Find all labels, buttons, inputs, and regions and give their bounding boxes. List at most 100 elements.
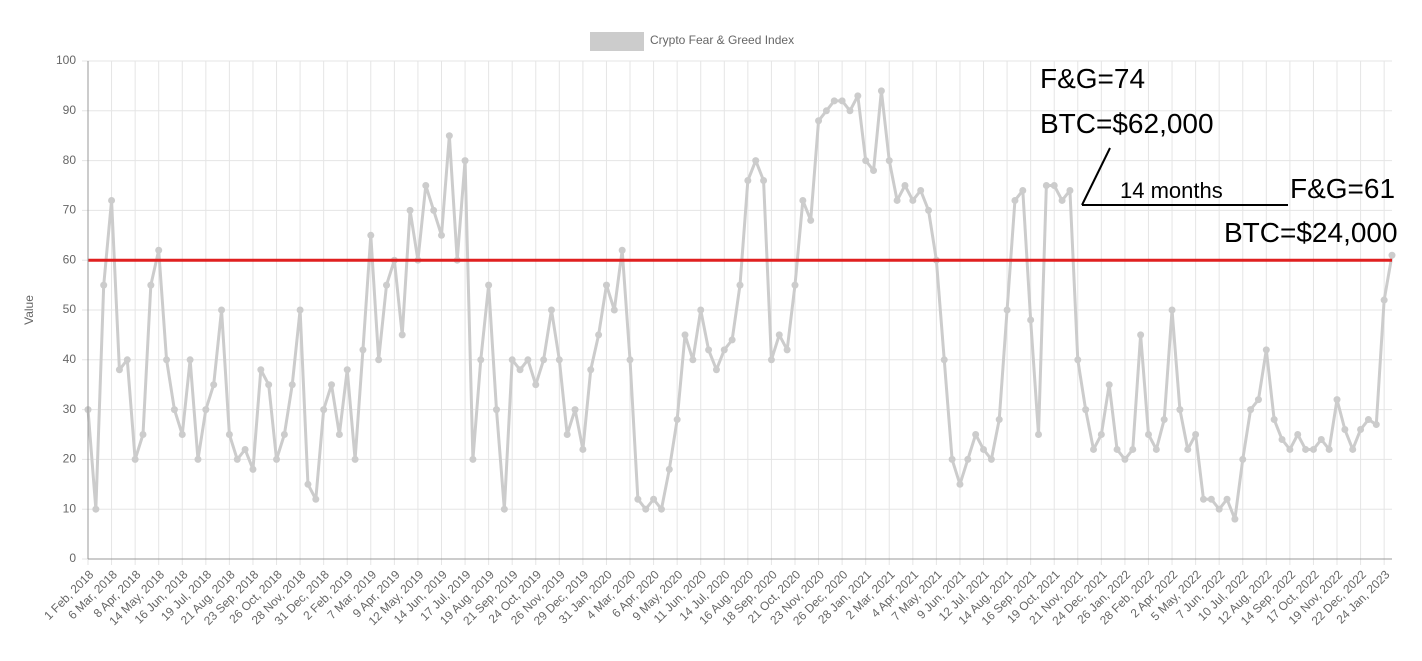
- point: [532, 381, 540, 389]
- point: [343, 366, 351, 374]
- point: [657, 505, 665, 513]
- annotation: F&G=61: [1290, 173, 1395, 204]
- point: [131, 455, 139, 463]
- point: [398, 331, 406, 339]
- point: [1168, 306, 1176, 314]
- point: [115, 366, 123, 374]
- point: [744, 177, 752, 185]
- point: [500, 505, 508, 513]
- point: [1333, 396, 1341, 404]
- point: [1105, 381, 1113, 389]
- point: [155, 246, 163, 254]
- point: [1019, 186, 1027, 194]
- point: [980, 445, 988, 453]
- point: [288, 381, 296, 389]
- series: [84, 87, 1396, 523]
- point: [712, 366, 720, 374]
- point: [202, 406, 210, 414]
- point: [422, 182, 430, 189]
- point: [147, 281, 155, 289]
- point: [265, 381, 273, 389]
- point: [328, 381, 336, 389]
- point: [893, 196, 901, 204]
- point: [320, 406, 328, 414]
- point: [108, 196, 116, 204]
- point: [477, 356, 485, 364]
- legend-label[interactable]: Crypto Fear & Greed Index: [650, 33, 794, 47]
- point: [163, 356, 171, 364]
- point: [987, 455, 995, 463]
- point: [1364, 416, 1372, 424]
- point: [838, 97, 846, 105]
- point: [563, 431, 571, 438]
- point: [1317, 435, 1325, 443]
- point: [1199, 495, 1207, 503]
- point: [100, 281, 108, 289]
- legend-swatch[interactable]: [590, 32, 644, 51]
- point: [854, 92, 862, 100]
- point: [1113, 445, 1121, 453]
- point: [218, 306, 226, 314]
- point: [760, 177, 768, 185]
- point: [547, 306, 555, 314]
- annotation: BTC=$24,000: [1224, 217, 1398, 248]
- y-tick-label: 60: [63, 252, 77, 266]
- point: [1144, 431, 1152, 438]
- point: [123, 356, 131, 364]
- point: [540, 356, 548, 364]
- point: [383, 281, 391, 289]
- point: [139, 431, 147, 438]
- point: [1262, 346, 1270, 354]
- point: [1050, 182, 1058, 189]
- point: [1066, 186, 1074, 194]
- point: [524, 356, 532, 364]
- point: [995, 416, 1003, 424]
- point: [367, 231, 375, 239]
- point: [351, 455, 359, 463]
- point: [807, 216, 815, 224]
- point: [705, 346, 713, 354]
- point: [1325, 445, 1333, 453]
- point: [579, 445, 587, 453]
- point: [1349, 445, 1357, 453]
- point: [1357, 426, 1365, 434]
- y-tick-label: 90: [63, 103, 77, 117]
- point: [437, 231, 445, 239]
- point: [1011, 196, 1019, 204]
- point: [1380, 296, 1388, 304]
- point: [901, 182, 909, 189]
- point: [822, 107, 830, 115]
- point: [335, 431, 343, 438]
- annotation: 14 months: [1120, 178, 1223, 203]
- point: [1058, 196, 1066, 204]
- point: [1215, 505, 1223, 513]
- y-tick-label: 30: [63, 402, 77, 416]
- point: [170, 406, 178, 414]
- point: [602, 281, 610, 289]
- point: [728, 336, 736, 344]
- point: [799, 196, 807, 204]
- point: [225, 431, 233, 438]
- y-tick-label: 40: [63, 352, 77, 366]
- point: [595, 331, 603, 339]
- point: [1341, 426, 1349, 434]
- point: [1121, 455, 1129, 463]
- point: [752, 157, 760, 165]
- point: [650, 495, 658, 503]
- point: [775, 331, 783, 339]
- y-tick-label: 20: [63, 452, 77, 466]
- point: [1278, 435, 1286, 443]
- point: [280, 431, 288, 438]
- point: [634, 495, 642, 503]
- point: [642, 505, 650, 513]
- point: [1372, 421, 1380, 429]
- point: [1176, 406, 1184, 414]
- point: [610, 306, 618, 314]
- point: [870, 167, 878, 175]
- point: [1247, 406, 1255, 414]
- point: [304, 480, 312, 488]
- point: [1089, 445, 1097, 453]
- point: [555, 356, 563, 364]
